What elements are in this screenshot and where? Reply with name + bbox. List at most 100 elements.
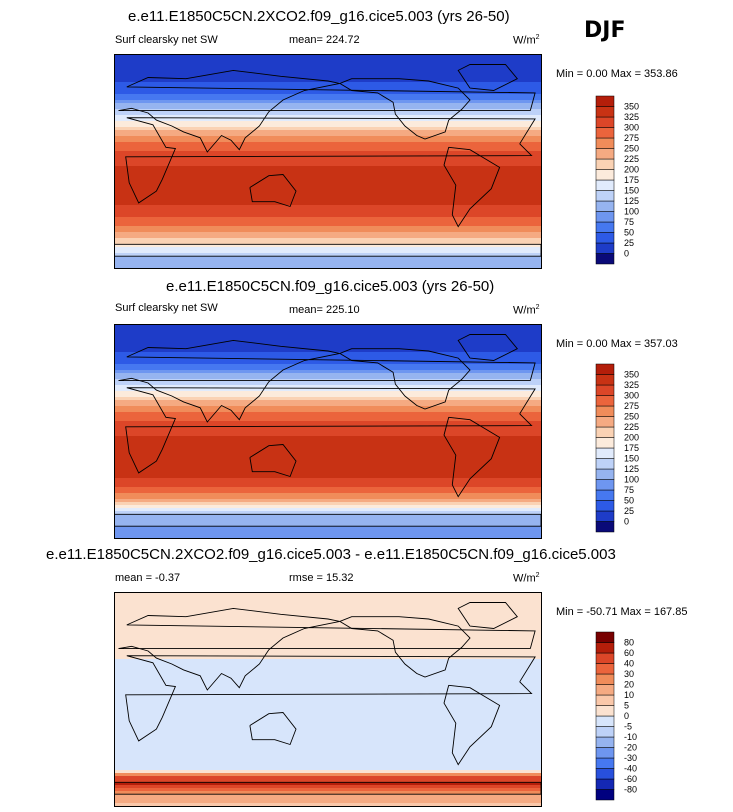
field-band <box>115 223 541 227</box>
coastline <box>115 781 541 795</box>
colorbar-tick-label: 0 <box>624 711 629 721</box>
field-band <box>115 776 541 780</box>
field-band <box>115 340 541 344</box>
field-band <box>115 638 541 642</box>
colorbar-segment <box>595 148 615 160</box>
colorbar-tick-label: -30 <box>624 753 637 763</box>
panel1-minmax: Min = 0.00 Max = 353.86 <box>556 68 678 80</box>
field-band <box>115 439 541 443</box>
colorbar-tick-label: 150 <box>624 186 639 196</box>
colorbar-tick-label: 20 <box>624 680 634 690</box>
colorbar-tick-label: 75 <box>624 217 634 227</box>
panel3-minmax: Min = -50.71 Max = 167.85 <box>556 606 688 618</box>
colorbar-segment <box>595 510 615 522</box>
field-band <box>115 67 541 71</box>
colorbar-segment <box>595 447 615 459</box>
field-band <box>115 614 541 618</box>
colorbar-tick-label: 100 <box>624 207 639 217</box>
colorbar-segment <box>595 715 615 727</box>
field-band <box>115 259 541 263</box>
coastline <box>118 607 536 691</box>
colorbar-tick-label: 125 <box>624 464 639 474</box>
field-band <box>115 704 541 708</box>
coastline <box>457 64 519 91</box>
colorbar-tick-label: 50 <box>624 496 634 506</box>
field-band <box>115 433 541 437</box>
colorbar-segment <box>595 116 615 128</box>
colorbar-tick-label: -20 <box>624 743 637 753</box>
field-band <box>115 713 541 717</box>
field-band <box>115 773 541 777</box>
colorbar-tick-label: 50 <box>624 228 634 238</box>
field-band <box>115 695 541 699</box>
field-band <box>115 632 541 636</box>
field-band <box>115 529 541 533</box>
colorbar-tick-label: 80 <box>624 638 634 648</box>
field-band <box>115 788 541 792</box>
colorbar-tick-label: 25 <box>624 238 634 248</box>
field-band <box>115 596 541 600</box>
panel3-colorbar: -80 -60 -40 -30 -20 -10 -5 0 5 10 20 30 40 60 80 <box>595 631 656 802</box>
colorbar-tick-label: 250 <box>624 412 639 422</box>
colorbar-tick-label: 300 <box>624 123 639 133</box>
field-band <box>115 475 541 479</box>
field-band <box>115 514 541 518</box>
field-band <box>115 121 541 125</box>
colorbar-segment <box>595 363 615 375</box>
colorbar-tick-label: 100 <box>624 475 639 485</box>
colorbar-tick-label: 250 <box>624 144 639 154</box>
field-band <box>115 181 541 185</box>
colorbar-segment <box>595 232 615 244</box>
colorbar-tick-label: 350 <box>624 370 639 380</box>
panel3-map <box>114 592 542 807</box>
field-band <box>115 740 541 744</box>
field-band <box>115 710 541 714</box>
colorbar-segment <box>595 778 615 790</box>
field-band <box>115 469 541 473</box>
field-band <box>115 376 541 380</box>
field-band <box>115 385 541 389</box>
field-band <box>115 761 541 765</box>
field-band <box>115 244 541 248</box>
field-band <box>115 100 541 104</box>
field-band <box>115 247 541 251</box>
field-band <box>115 442 541 446</box>
colorbar-tick-label: 150 <box>624 454 639 464</box>
colorbar-segment <box>595 500 615 512</box>
field-band <box>115 151 541 155</box>
field-band <box>115 451 541 455</box>
coastline <box>118 339 536 423</box>
field-band <box>115 202 541 206</box>
field-band <box>115 620 541 624</box>
field-band <box>115 436 541 440</box>
field-band <box>115 160 541 164</box>
colorbar-segment <box>595 521 615 533</box>
field-band <box>115 511 541 515</box>
colorbar-tick-label: 5 <box>624 701 629 711</box>
field-band <box>115 683 541 687</box>
field-band <box>115 400 541 404</box>
field-band <box>115 208 541 212</box>
field-band <box>115 764 541 768</box>
field-band <box>115 502 541 506</box>
field-band <box>115 394 541 398</box>
field-band <box>115 364 541 368</box>
field-band <box>115 427 541 431</box>
panel1-mean: mean= 224.72 <box>289 34 360 46</box>
field-band <box>115 229 541 233</box>
field-band <box>115 355 541 359</box>
colorbar-tick-label: 300 <box>624 391 639 401</box>
season-label: DJF <box>584 18 626 43</box>
field-band <box>115 58 541 62</box>
field-band <box>115 415 541 419</box>
field-band <box>115 674 541 678</box>
field-band <box>115 76 541 80</box>
field-band <box>115 124 541 128</box>
field-band <box>115 484 541 488</box>
colorbar-tick-label: -10 <box>624 732 637 742</box>
colorbar-segment <box>595 705 615 717</box>
field-band <box>115 728 541 732</box>
coastline <box>443 416 501 498</box>
field-band <box>115 91 541 95</box>
field-band <box>115 448 541 452</box>
